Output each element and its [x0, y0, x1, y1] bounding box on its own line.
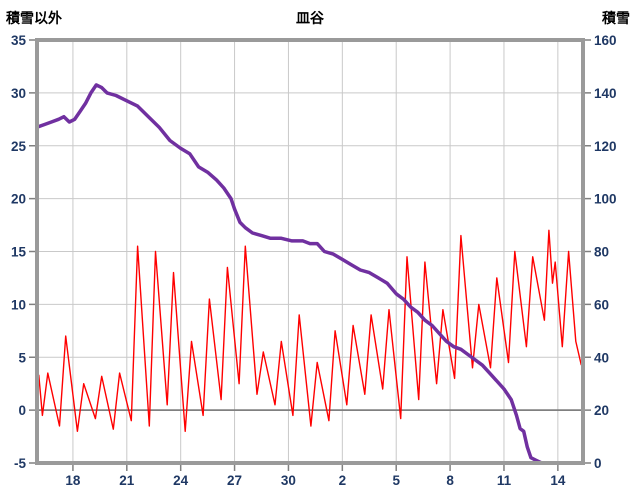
- snow-depth-series-line: [35, 83, 565, 465]
- left-axis-tick-label: -5: [14, 456, 26, 471]
- left-axis-tick-label: 20: [11, 192, 26, 207]
- left-axis-tick-label: 5: [18, 350, 26, 365]
- x-axis-tick-label: 5: [392, 473, 400, 488]
- right-axis-tick-label: 120: [594, 139, 617, 154]
- x-axis-tick-label: 14: [550, 473, 566, 488]
- left-axis-tick-label: 30: [11, 86, 26, 101]
- left-axis-tick-label: 0: [18, 403, 26, 418]
- left-axis-tick-label: 10: [11, 297, 26, 312]
- x-axis-tick-label: 30: [281, 473, 296, 488]
- right-axis-tick-label: 80: [594, 245, 609, 260]
- x-axis-tick-label: 2: [339, 473, 347, 488]
- x-axis-tick-label: 21: [119, 473, 135, 488]
- right-axis-tick-label: 40: [594, 350, 609, 365]
- right-axis-tick-label: 0: [594, 456, 602, 471]
- right-axis-title: 積雪: [602, 10, 630, 26]
- x-axis-tick-label: 18: [65, 473, 81, 488]
- chart-title: 皿谷: [296, 10, 324, 26]
- temperature-series-line: [36, 229, 582, 432]
- left-axis-tick-label: 15: [11, 245, 27, 260]
- x-axis-tick-label: 8: [446, 473, 454, 488]
- x-axis-tick-label: 24: [173, 473, 189, 488]
- left-axis-tick-label: 35: [11, 33, 27, 48]
- right-axis-tick-label: 160: [594, 33, 617, 48]
- plot-frame: [35, 38, 585, 465]
- left-axis-title: 積雪以外: [6, 10, 62, 26]
- left-axis-tick-label: 25: [11, 139, 27, 154]
- right-axis-tick-label: 140: [594, 86, 617, 101]
- right-axis-tick-label: 20: [594, 403, 609, 418]
- right-axis-tick-label: 100: [594, 192, 617, 207]
- x-axis-tick-label: 27: [227, 473, 242, 488]
- right-axis-tick-label: 60: [594, 297, 609, 312]
- x-axis-tick-label: 11: [497, 473, 512, 488]
